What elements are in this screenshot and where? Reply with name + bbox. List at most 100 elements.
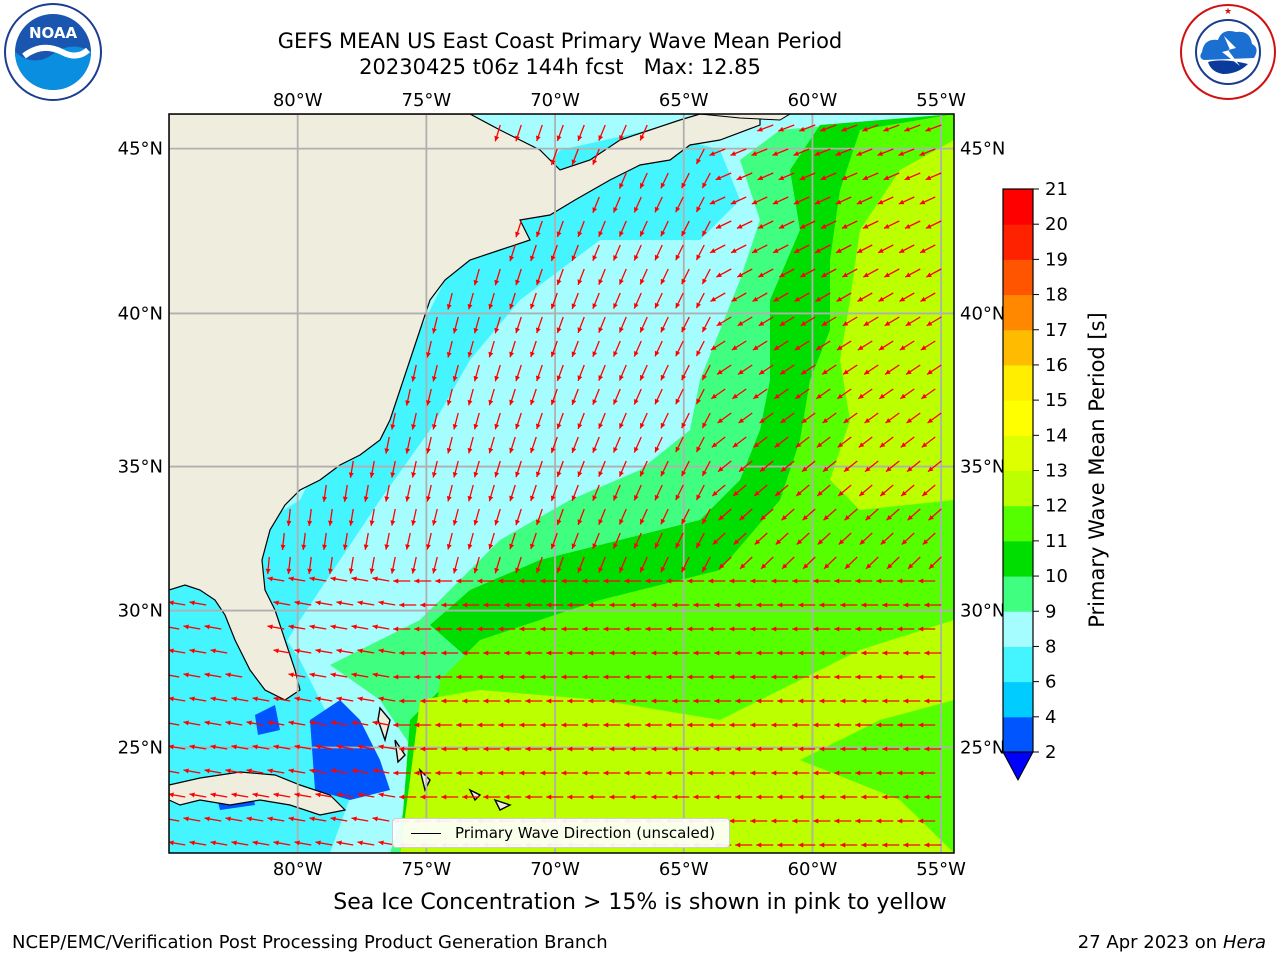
wave-direction-arrowhead <box>709 199 716 205</box>
wave-direction-arrowhead <box>777 602 783 608</box>
wave-direction-arrowhead <box>446 543 452 550</box>
colorbar-segment <box>1003 329 1033 366</box>
wave-direction-arrowhead <box>696 398 701 405</box>
wave-direction-arrowhead <box>273 600 279 606</box>
wave-direction-arrowhead <box>717 418 724 424</box>
wave-direction-arrowhead <box>922 539 929 545</box>
wave-direction-arrowhead <box>792 578 798 584</box>
wave-direction-arrowhead <box>879 442 886 448</box>
wave-direction-arrowhead <box>571 159 577 165</box>
wave-direction-arrowhead <box>702 230 707 237</box>
longitude-tick-label: 70°W <box>530 90 580 111</box>
wave-direction-arrowhead <box>876 770 882 776</box>
wave-direction-arrowhead <box>883 175 890 181</box>
wave-direction-arrowhead <box>315 696 321 702</box>
wave-direction-arrowhead <box>414 578 420 584</box>
wave-direction-arrowhead <box>384 544 390 550</box>
wave-direction-arrowhead <box>330 576 336 582</box>
wave-direction-arrowhead <box>624 674 630 680</box>
wave-direction-arrowhead <box>905 321 912 326</box>
wave-direction-arrowhead <box>777 698 783 704</box>
wave-direction-arrowhead <box>519 674 525 680</box>
wave-direction-arrowhead <box>509 543 514 550</box>
wave-direction-arrowhead <box>820 126 826 132</box>
wave-direction-arrowhead <box>467 447 473 454</box>
wave-direction-arrowhead <box>859 539 866 545</box>
wave-direction-arrowhead <box>732 442 739 448</box>
wave-direction-arrowhead <box>405 544 411 550</box>
wave-direction-arrowhead <box>843 418 850 424</box>
wave-direction-arrowhead <box>761 563 767 569</box>
wave-direction-arrowhead <box>435 722 441 728</box>
wave-direction-arrowhead <box>897 626 903 632</box>
wave-direction-arrowhead <box>592 543 598 549</box>
wave-direction-arrowhead <box>456 770 462 776</box>
wave-direction-arrowhead <box>540 722 546 728</box>
wave-direction-arrowhead <box>666 626 672 632</box>
wave-direction-arrowhead <box>798 842 804 848</box>
wave-direction-arrowhead <box>420 650 426 656</box>
wave-direction-arrowhead <box>473 519 479 526</box>
wave-direction-arrowhead <box>328 568 333 574</box>
wave-direction-arrowhead <box>515 279 520 286</box>
wave-direction-arrowhead <box>696 254 701 261</box>
wave-direction-arrowhead <box>286 568 292 574</box>
wave-direction-arrowhead <box>735 842 741 848</box>
wave-direction-arrowhead <box>286 520 292 526</box>
wave-direction-arrowhead <box>798 650 804 656</box>
wave-direction-arrowhead <box>603 722 609 728</box>
wave-direction-arrowhead <box>777 794 783 800</box>
wave-direction-arrowhead <box>840 842 846 848</box>
wave-direction-arrowhead <box>702 470 707 477</box>
wave-direction-arrowhead <box>189 840 195 846</box>
wave-direction-arrowhead <box>598 375 604 381</box>
wave-direction-arrowhead <box>405 448 411 454</box>
wave-direction-arrowhead <box>905 272 911 278</box>
wave-direction-arrowhead <box>369 472 375 478</box>
wave-direction-arrowhead <box>473 375 479 382</box>
wave-direction-arrowhead <box>796 539 803 545</box>
wave-direction-arrowhead <box>835 151 842 156</box>
wave-direction-arrowhead <box>750 770 756 776</box>
wave-direction-arrowhead <box>357 744 363 750</box>
wave-direction-arrowhead <box>819 794 825 800</box>
wave-direction-arrowhead <box>877 151 884 156</box>
wave-direction-arrowhead <box>752 296 759 302</box>
wave-direction-arrowhead <box>926 272 932 278</box>
wave-direction-arrowhead <box>204 816 210 822</box>
wave-direction-arrowhead <box>814 199 821 205</box>
latitude-tick-label: 45°N <box>960 139 1005 160</box>
wave-direction-arrowhead <box>169 648 174 654</box>
wave-direction-arrowhead <box>613 399 618 405</box>
wave-direction-arrowhead <box>675 542 681 549</box>
wave-direction-arrowhead <box>841 223 848 229</box>
chart-title: GEFS MEAN US East Coast Primary Wave Mea… <box>180 28 940 80</box>
wave-direction-arrowhead <box>372 624 378 630</box>
wave-direction-arrowhead <box>488 543 494 550</box>
wave-direction-arrowhead <box>672 602 678 608</box>
wave-direction-arrowhead <box>904 175 911 181</box>
wave-direction-arrowhead <box>822 466 829 472</box>
wave-direction-arrowhead <box>225 720 231 726</box>
wave-direction-arrowhead <box>710 345 717 351</box>
wave-direction-arrowhead <box>819 842 825 848</box>
wave-direction-arrow <box>169 626 180 630</box>
wave-direction-arrow <box>169 674 180 678</box>
longitude-tick-label: 60°W <box>788 859 838 880</box>
wave-direction-arrowhead <box>773 345 780 351</box>
wave-direction-arrowhead <box>884 272 890 278</box>
longitude-tick-label: 75°W <box>402 90 452 111</box>
wave-direction-arrowhead <box>877 199 884 205</box>
wave-direction-arrowhead <box>540 770 546 776</box>
title-line-2: 20230425 t06z 144h fcst Max: 12.85 <box>359 55 761 79</box>
wave-direction-arrowhead <box>363 496 369 502</box>
wave-direction-arrowhead <box>441 602 447 608</box>
wave-direction-arrowhead <box>824 563 830 569</box>
wave-direction-arrowhead <box>836 345 843 351</box>
wave-direction-arrowhead <box>645 674 651 680</box>
wave-direction-arrowhead <box>399 698 405 704</box>
wave-direction-arrowhead <box>756 794 762 800</box>
wave-direction-arrowhead <box>598 327 604 333</box>
wave-direction-arrow <box>169 818 180 822</box>
wave-direction-arrowhead <box>535 567 541 574</box>
